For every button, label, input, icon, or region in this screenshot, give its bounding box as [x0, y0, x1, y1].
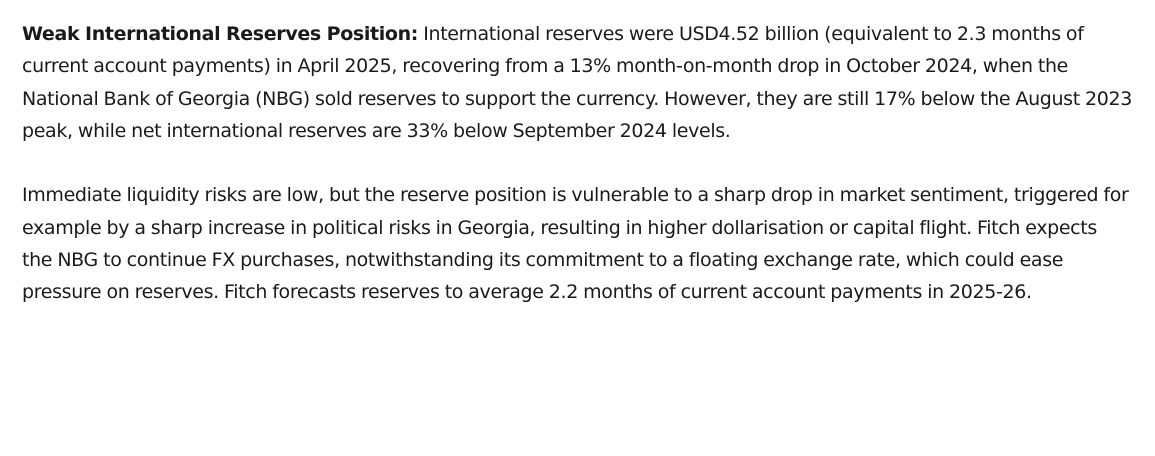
paragraph-text: Immediate liquidity risks are low, but t… — [22, 184, 1129, 304]
paragraph-heading: Weak International Reserves Position: — [22, 23, 419, 45]
paragraph-reserves-position: Weak International Reserves Position: In… — [22, 18, 1132, 147]
paragraph-liquidity-risks: Immediate liquidity risks are low, but t… — [22, 179, 1132, 308]
article-body: Weak International Reserves Position: In… — [22, 18, 1132, 309]
paragraph-text: International reserves were USD4.52 bill… — [22, 23, 1132, 142]
